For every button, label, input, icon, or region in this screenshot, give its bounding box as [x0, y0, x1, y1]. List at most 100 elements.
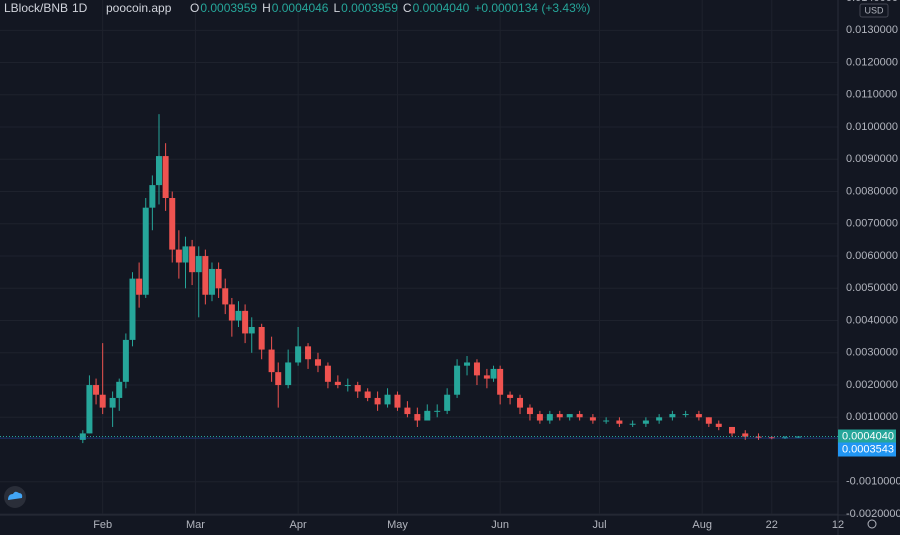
candle-body — [483, 375, 490, 379]
y-tick-label: 0.0040000 — [846, 314, 898, 326]
candle-body — [344, 385, 351, 387]
candle-body — [93, 385, 100, 395]
candle-body — [656, 417, 663, 421]
candle-body — [464, 362, 471, 366]
y-tick-label: 0.0060000 — [846, 250, 898, 262]
candle-body — [424, 410, 431, 421]
candle-body — [517, 397, 524, 408]
candle-body — [354, 385, 361, 392]
candle-body — [208, 268, 215, 295]
ohlc-legend: O 0.0003959 H 0.0004046 L 0.0003959 C 0.0004040… — [190, 1, 590, 15]
candle-body — [195, 256, 202, 273]
grid — [0, 0, 839, 515]
candle-body — [122, 339, 129, 382]
candle-body — [603, 420, 610, 422]
source: poocoin.app — [106, 1, 172, 15]
y-tick-label: 0.0080000 — [846, 185, 898, 197]
candle-body — [473, 362, 480, 376]
candle-body — [629, 423, 636, 425]
candle-body — [404, 407, 411, 415]
candle-body — [162, 156, 169, 199]
candle-body — [275, 372, 282, 386]
x-tick-label: Feb — [93, 519, 112, 531]
interval: 1D — [72, 1, 88, 15]
candle-body — [169, 198, 176, 250]
candle-body — [155, 156, 162, 186]
settings-icon[interactable] — [867, 519, 877, 529]
candle-body — [202, 256, 209, 295]
x-tick-label: May — [387, 519, 408, 531]
currency[interactable]: USD — [864, 5, 884, 15]
candle-body — [497, 368, 504, 395]
candle-body — [566, 414, 573, 418]
candle-body — [768, 437, 775, 439]
candle-body — [490, 368, 497, 379]
symbol: LBlock/BNB — [4, 1, 68, 15]
y-tick-label: 0.0140000 — [846, 0, 898, 4]
candle-body — [258, 326, 265, 350]
y-tick-label: 0.0030000 — [846, 347, 898, 359]
y-tick-label: 0.0090000 — [846, 153, 898, 165]
candle-body — [116, 381, 123, 398]
x-tick-label: Mar — [186, 519, 205, 531]
last-price-tag — [838, 429, 896, 444]
candle-body — [394, 394, 401, 408]
legend-key: L — [333, 1, 340, 15]
candle-body — [215, 268, 222, 289]
candle-body — [434, 410, 441, 412]
candle-body — [729, 426, 736, 434]
y-tick-label: 0.0120000 — [846, 56, 898, 68]
candle-body — [136, 278, 143, 295]
candle-body — [314, 359, 321, 366]
x-tick-label: Aug — [692, 519, 712, 531]
y-tick-label: 0.0050000 — [846, 282, 898, 294]
y-tick-label: 0.0070000 — [846, 218, 898, 230]
currency-button[interactable] — [859, 3, 889, 18]
x-tick-label: Jul — [592, 519, 606, 531]
candle-body — [248, 326, 255, 334]
candle-body — [642, 420, 649, 424]
y-tick-label: 0.0010000 — [846, 411, 898, 423]
candle-body — [782, 437, 789, 439]
candle-body — [86, 385, 93, 434]
x-tick-label: Apr — [290, 519, 307, 531]
candle-body — [454, 365, 461, 395]
x-tick-label: 12 — [832, 519, 844, 531]
candle-body — [556, 414, 563, 418]
candle-body — [189, 246, 196, 273]
last-price-label: 0.0004040 — [842, 430, 894, 442]
candle-body — [374, 397, 381, 405]
candle-body — [79, 433, 86, 440]
other-price-label: 0.0003543 — [842, 443, 894, 455]
x-tick-label: 22 — [766, 519, 778, 531]
candle-body — [324, 365, 331, 382]
candle-body — [364, 391, 371, 398]
legend-value: 0.0003959 — [200, 1, 257, 15]
candles — [79, 114, 802, 444]
candle-body — [616, 420, 623, 424]
y-tick-label: 0.0100000 — [846, 121, 898, 133]
candle-body — [536, 414, 543, 421]
candle-body — [268, 349, 275, 373]
candle-body — [99, 394, 106, 408]
candle-body — [235, 310, 242, 321]
candle-body — [669, 414, 676, 418]
candle-body — [109, 397, 116, 408]
legend-value: 0.0004046 — [272, 1, 329, 15]
candle-body — [142, 207, 149, 295]
logo-icon — [8, 491, 23, 500]
candle-body — [576, 414, 583, 418]
candle-body — [295, 346, 302, 363]
candle-body — [682, 414, 689, 416]
legend-value: 0.0004040 — [413, 1, 470, 15]
y-tick-label: 0.0020000 — [846, 379, 898, 391]
candle-body — [755, 436, 762, 438]
candle-body — [305, 346, 312, 360]
candle-body — [285, 362, 292, 386]
candle-body — [589, 417, 596, 421]
candle-body — [182, 246, 189, 263]
candle-body — [705, 417, 712, 424]
candle-body — [129, 278, 136, 340]
